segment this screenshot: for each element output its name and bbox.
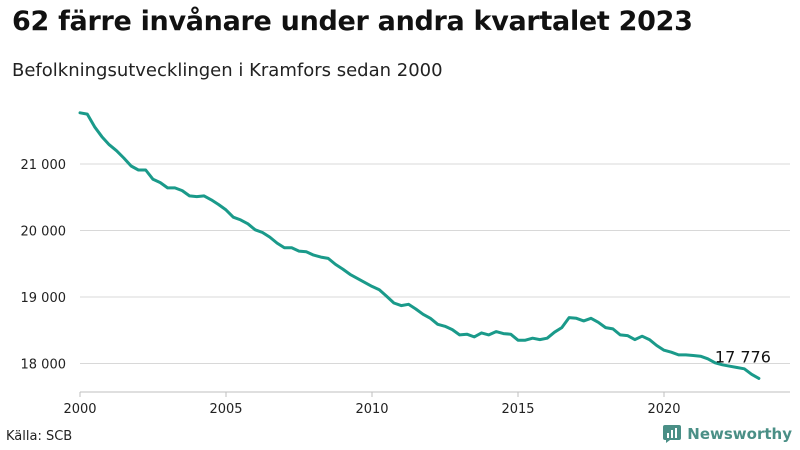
- y-tick-label: 18 000: [21, 358, 67, 373]
- x-tick-label: 2005: [209, 402, 242, 417]
- x-axis-ticks: 2000 2005 2010 2015 2020: [63, 392, 681, 417]
- chart-title: 62 färre invånare under andra kvartalet …: [12, 6, 693, 37]
- end-value-label: 17 776: [715, 347, 771, 366]
- population-line: [78, 111, 761, 380]
- newsworthy-logo-icon: [663, 425, 682, 443]
- y-axis-ticks: 18 000 19 000 20 000 21 000: [21, 158, 67, 373]
- series-layer: [78, 111, 761, 380]
- y-tick-label: 20 000: [21, 225, 67, 240]
- x-tick-label: 2010: [355, 402, 388, 417]
- x-tick-label: 2015: [501, 402, 534, 417]
- chart-subtitle: Befolkningsutvecklingen i Kramfors sedan…: [12, 60, 443, 81]
- y-tick-label: 19 000: [21, 291, 67, 306]
- y-tick-label: 21 000: [21, 158, 67, 173]
- x-tick-label: 2000: [63, 402, 96, 417]
- gridlines: [80, 163, 790, 393]
- brand-name: Newsworthy: [687, 425, 792, 443]
- newsworthy-brand[interactable]: Newsworthy: [663, 425, 792, 443]
- label-layer: 17 776: [715, 347, 771, 366]
- x-tick-label: 2020: [647, 402, 680, 417]
- source-note: Källa: SCB: [6, 429, 73, 444]
